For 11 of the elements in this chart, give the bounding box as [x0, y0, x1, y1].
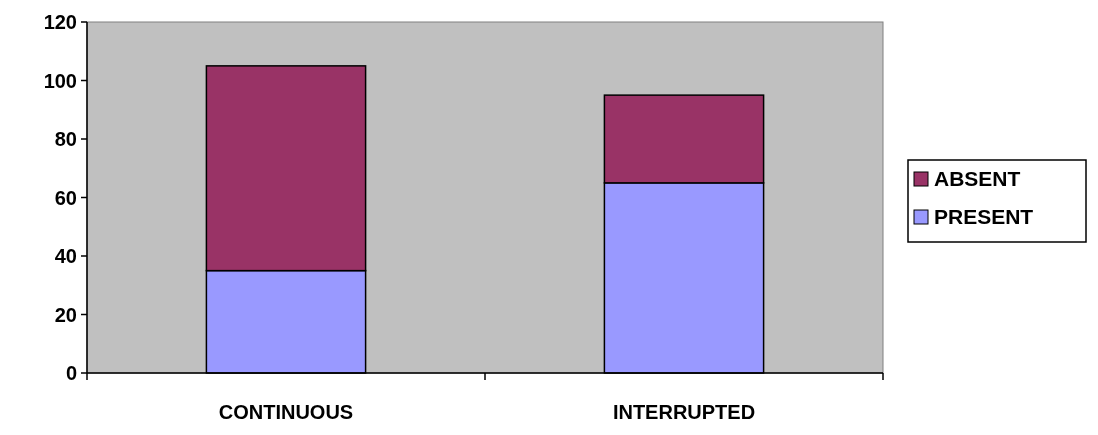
y-tick-label: 80 — [54, 128, 77, 150]
y-tick-label: 0 — [65, 362, 77, 384]
y-tick-label: 100 — [43, 69, 77, 92]
legend-label: ABSENT — [934, 167, 1021, 191]
y-tick-label: 20 — [54, 303, 77, 326]
y-tick-label: 60 — [54, 186, 77, 209]
x-tick-label: CONTINUOUS — [218, 401, 354, 423]
legend-label: PRESENT — [934, 205, 1034, 229]
y-tick-label: 40 — [54, 245, 77, 267]
x-tick-label: INTERRUPTED — [612, 401, 756, 423]
y-tick-label: 120 — [43, 11, 77, 33]
